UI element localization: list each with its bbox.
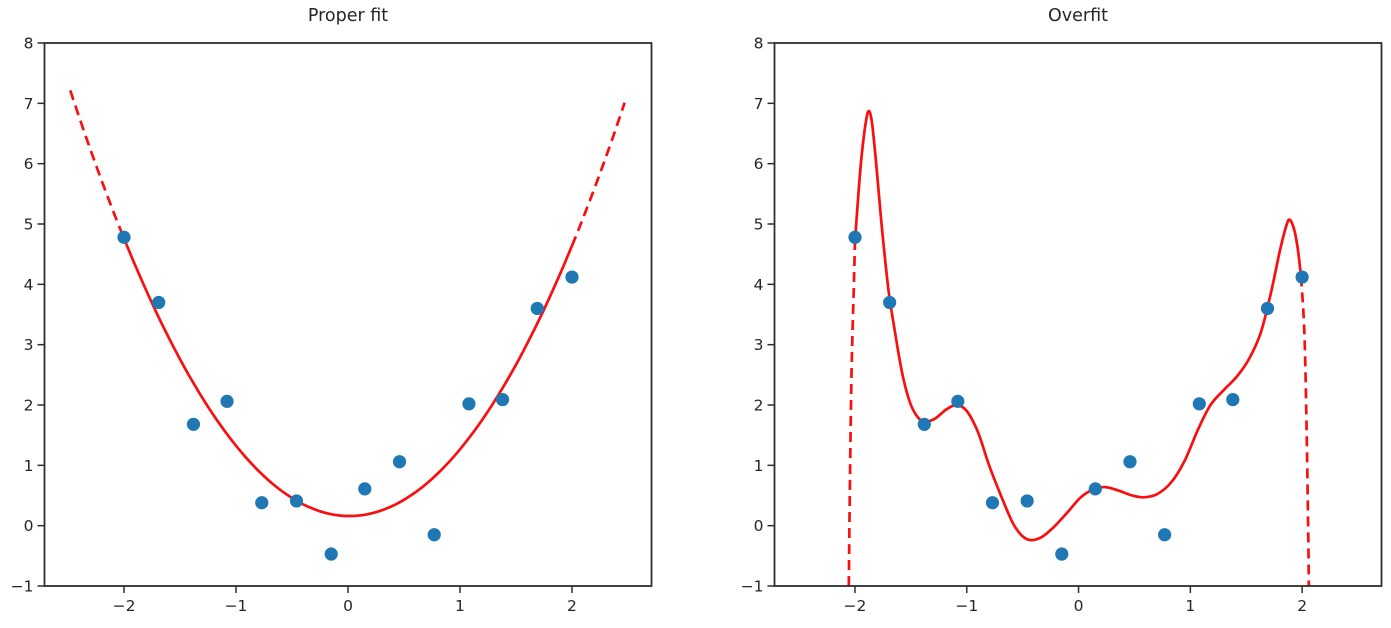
subplot-title-overfit: Overfit bbox=[1048, 6, 1108, 26]
data-point bbox=[1158, 528, 1172, 542]
data-point bbox=[1192, 397, 1206, 411]
axes-frame bbox=[773, 42, 1383, 587]
y-tick-label: 3 bbox=[24, 336, 34, 354]
x-tick-label: 2 bbox=[1297, 597, 1307, 615]
y-tick-label: 5 bbox=[754, 216, 764, 234]
data-point bbox=[117, 230, 131, 244]
data-point bbox=[951, 394, 965, 408]
y-tick-label: 5 bbox=[24, 216, 34, 234]
data-point bbox=[1123, 455, 1137, 469]
y-tick-label: 8 bbox=[24, 35, 34, 53]
data-point bbox=[848, 230, 862, 244]
y-tick-label: 6 bbox=[754, 155, 764, 173]
data-point bbox=[289, 494, 304, 508]
x-tick-label: 0 bbox=[1074, 597, 1084, 615]
fit-curve-dashed bbox=[68, 90, 126, 240]
x-tick-label: −1 bbox=[225, 597, 248, 615]
subplot-overfit: −2 −1 0 1 2 −1 0 1 2 3 4 5 6 7 8 bbox=[741, 35, 1383, 615]
x-tick-label: 2 bbox=[567, 597, 577, 615]
data-point bbox=[1260, 301, 1275, 316]
fit-curve-dashed bbox=[847, 240, 857, 587]
x-tick-label: −2 bbox=[844, 597, 867, 615]
axes-frame bbox=[43, 42, 653, 587]
y-tick-label: 8 bbox=[754, 35, 764, 53]
data-point bbox=[1226, 392, 1240, 407]
data-point bbox=[1055, 547, 1069, 561]
y-tick-label: 4 bbox=[24, 276, 34, 294]
data-point bbox=[1295, 270, 1309, 284]
data-point bbox=[883, 295, 897, 310]
data-point bbox=[917, 417, 931, 431]
data-point bbox=[985, 496, 1000, 510]
y-tick-label: 4 bbox=[754, 276, 764, 294]
y-tick-label: 0 bbox=[754, 517, 764, 535]
y-tick-label: 1 bbox=[24, 457, 34, 475]
data-point bbox=[1020, 494, 1034, 508]
data-point bbox=[255, 496, 269, 510]
data-point bbox=[392, 455, 407, 469]
data-point bbox=[565, 270, 579, 284]
y-tick-label: −1 bbox=[741, 578, 764, 596]
fit-curve-solid bbox=[853, 109, 1303, 542]
data-point bbox=[427, 528, 441, 542]
data-point bbox=[358, 482, 372, 496]
fit-curve-solid bbox=[122, 237, 574, 518]
y-tick-label: 3 bbox=[754, 336, 764, 354]
y-tick-label: 1 bbox=[754, 457, 764, 475]
y-tick-label: 2 bbox=[754, 397, 764, 415]
subplot-title-proper-fit: Proper fit bbox=[307, 6, 389, 26]
subplot-proper-fit: −2 −1 0 1 2 −1 0 1 2 3 4 5 6 7 8 bbox=[11, 35, 653, 615]
y-tick-label: 0 bbox=[24, 517, 34, 535]
data-point bbox=[462, 397, 476, 411]
data-point bbox=[530, 301, 544, 316]
data-point bbox=[220, 394, 234, 408]
y-tick-label: −1 bbox=[11, 578, 34, 596]
data-point bbox=[152, 295, 166, 310]
x-tick-label: 1 bbox=[455, 597, 465, 615]
x-tick-label: −2 bbox=[113, 597, 136, 615]
data-point bbox=[186, 417, 201, 431]
y-tick-label: 6 bbox=[24, 155, 34, 173]
y-tick-label: 7 bbox=[24, 95, 34, 113]
y-tick-label: 7 bbox=[754, 95, 764, 113]
y-tick-label: 2 bbox=[24, 397, 34, 415]
x-tick-label: 0 bbox=[343, 597, 353, 615]
x-tick-label: 1 bbox=[1185, 597, 1195, 615]
data-point bbox=[324, 547, 338, 561]
x-tick-label: −1 bbox=[955, 597, 978, 615]
fit-curve-dashed bbox=[570, 102, 626, 247]
data-point bbox=[495, 392, 510, 407]
data-point bbox=[1088, 482, 1102, 496]
fit-curve-dashed bbox=[1299, 276, 1311, 587]
